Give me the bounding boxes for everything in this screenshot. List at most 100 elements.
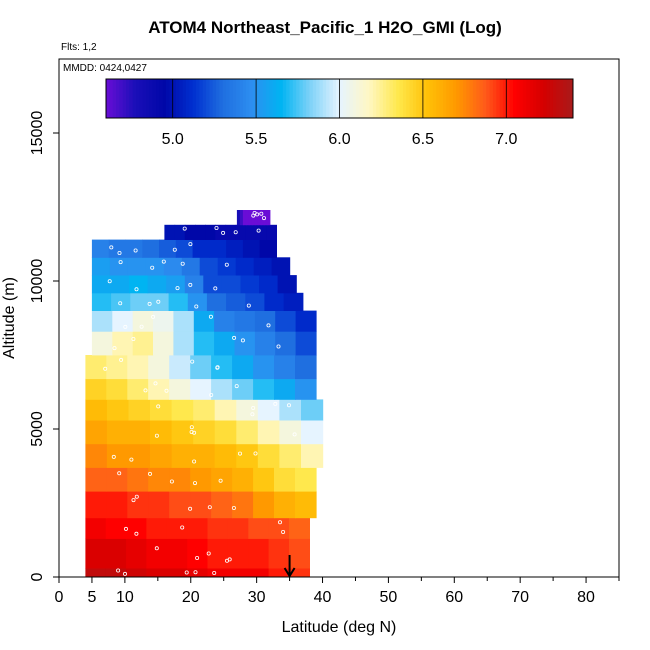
heatmap-cell bbox=[166, 275, 186, 294]
colorbar-swatch bbox=[466, 79, 471, 118]
flight-sample-point bbox=[184, 570, 189, 575]
heatmap-cell bbox=[274, 467, 296, 492]
flight-sample-point bbox=[154, 546, 159, 551]
flight-points-layer bbox=[103, 210, 297, 576]
flight-sample-point bbox=[233, 230, 238, 235]
colorbar-swatch bbox=[529, 79, 534, 118]
colorbar-swatch bbox=[256, 79, 260, 118]
heatmap-cell bbox=[85, 443, 108, 468]
flight-sample-point bbox=[193, 570, 198, 575]
heatmap-cell bbox=[105, 568, 127, 577]
flight-sample-point bbox=[123, 571, 128, 576]
heatmap-cell bbox=[190, 355, 212, 380]
flight-sample-point bbox=[182, 226, 187, 231]
heatmap-cell bbox=[159, 239, 177, 258]
flight-sample-point bbox=[180, 261, 185, 266]
colorbar-swatch bbox=[566, 79, 571, 118]
y-tick-label: 10000 bbox=[29, 259, 46, 304]
heatmap-cell bbox=[226, 239, 244, 258]
colorbar-swatch bbox=[379, 79, 384, 118]
x-tick-label: 20 bbox=[182, 589, 200, 606]
heatmap-cell bbox=[85, 491, 107, 519]
colorbar-swatch bbox=[159, 79, 164, 118]
heatmap-cell bbox=[295, 467, 317, 492]
heatmap-cell bbox=[128, 399, 151, 421]
colorbar-swatch bbox=[326, 79, 330, 118]
flight-sample-point bbox=[131, 336, 136, 341]
flight-sample-point bbox=[266, 323, 271, 328]
heatmap-cell bbox=[227, 568, 249, 577]
heatmap-cell bbox=[227, 538, 249, 569]
colorbar-swatch bbox=[332, 79, 337, 118]
heatmap-cell bbox=[295, 355, 317, 380]
heatmap-cell bbox=[171, 420, 194, 445]
colorbar-swatch bbox=[199, 79, 204, 118]
colorbar-swatch bbox=[356, 79, 361, 118]
heatmap-cell bbox=[166, 517, 188, 539]
heatmap-cell bbox=[166, 568, 188, 577]
colorbar-swatch bbox=[429, 79, 434, 118]
heatmap-cell bbox=[264, 292, 285, 311]
heatmap-cell bbox=[239, 210, 244, 226]
colorbar-swatch bbox=[496, 79, 501, 118]
flight-sample-point bbox=[259, 211, 264, 216]
heatmap-cell bbox=[279, 399, 302, 421]
colorbar-swatch bbox=[479, 79, 484, 118]
heatmap-cell bbox=[211, 491, 233, 519]
heatmap-cell bbox=[253, 467, 275, 492]
heatmap-cell bbox=[109, 257, 129, 276]
colorbar-swatch bbox=[232, 79, 237, 118]
flight-sample-point bbox=[134, 494, 139, 499]
heatmap-cell bbox=[85, 517, 107, 539]
colorbar-swatch bbox=[559, 79, 564, 118]
heatmap-cell bbox=[236, 420, 259, 445]
colorbar-swatch bbox=[502, 79, 507, 118]
colorbar-swatch bbox=[219, 79, 224, 118]
colorbar-swatch bbox=[286, 79, 290, 118]
x-tick-label: 10 bbox=[116, 589, 134, 606]
heatmap-cell bbox=[199, 257, 219, 276]
colorbar-swatch bbox=[569, 79, 574, 118]
heatmap-cell bbox=[171, 443, 194, 468]
x-tick-label: 0 bbox=[55, 589, 64, 606]
colorbar-swatch bbox=[449, 79, 454, 118]
flight-sample-point bbox=[164, 388, 169, 393]
heatmap-cell bbox=[85, 355, 107, 380]
colorbar-swatch bbox=[426, 79, 431, 118]
colorbar-swatch bbox=[442, 79, 447, 118]
heatmap-cell bbox=[266, 224, 277, 240]
colorbar-swatch bbox=[296, 79, 300, 118]
heatmap-cell bbox=[91, 257, 111, 276]
flight-sample-point bbox=[131, 498, 136, 503]
flight-sample-point bbox=[281, 530, 286, 535]
heatmap-cell bbox=[166, 538, 188, 569]
heatmap-cell bbox=[193, 399, 216, 421]
heatmap-cell bbox=[254, 210, 259, 226]
heatmap-cell bbox=[245, 292, 266, 311]
colorbar-swatch bbox=[399, 79, 404, 118]
colorbar-swatch bbox=[212, 79, 217, 118]
heatmap-cell bbox=[214, 420, 237, 445]
heatmap-cell bbox=[150, 399, 173, 421]
heatmap-cell bbox=[251, 210, 256, 226]
heatmap-cell bbox=[184, 275, 204, 294]
colorbar-swatch bbox=[169, 79, 174, 118]
flight-sample-point bbox=[208, 314, 213, 319]
heatmap-cell bbox=[225, 224, 237, 240]
x-tick-label: 70 bbox=[511, 589, 529, 606]
colorbar-swatch bbox=[196, 79, 200, 118]
heatmap-cell bbox=[257, 210, 262, 226]
heatmap-cell bbox=[125, 239, 143, 258]
heatmap-cell bbox=[171, 399, 194, 421]
heatmap-cell bbox=[254, 331, 276, 356]
heatmap-cell bbox=[146, 517, 168, 539]
colorbar-swatch bbox=[469, 79, 474, 118]
heatmap-cell bbox=[242, 210, 247, 226]
colorbar-swatch bbox=[202, 79, 207, 118]
heatmap-cell bbox=[227, 517, 249, 539]
colorbar-swatch bbox=[546, 79, 551, 118]
heatmap-cell bbox=[193, 331, 215, 356]
flight-sample-point bbox=[154, 433, 159, 438]
flight-sample-point bbox=[240, 338, 245, 343]
heatmap-cell bbox=[150, 420, 173, 445]
